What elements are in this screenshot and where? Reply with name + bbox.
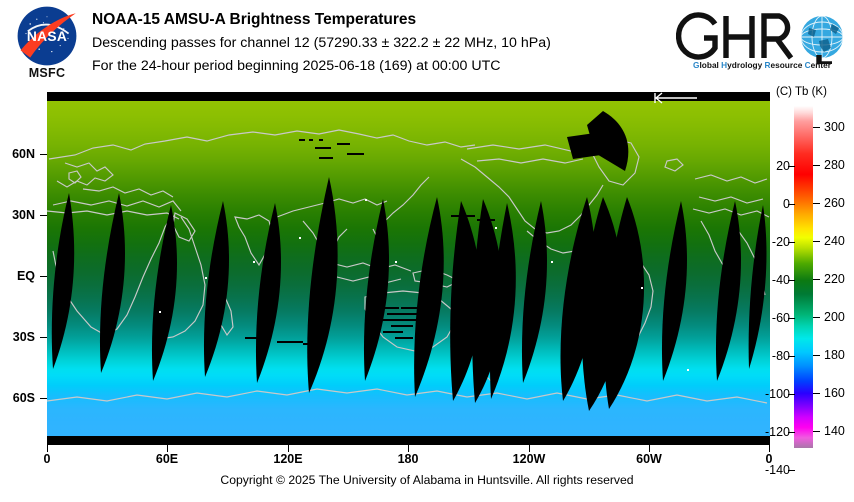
colorbar-tick: [788, 394, 795, 395]
colorbar-kelvin-label: 140: [824, 424, 845, 438]
colorbar-tick: [788, 204, 795, 205]
colorbar-tick: [788, 470, 795, 471]
x-tick: [769, 445, 770, 452]
colorbar-tick: [813, 241, 820, 242]
colorbar-tick: [788, 318, 795, 319]
y-tick-label: 30N: [12, 208, 35, 222]
nasa-center-label: MSFC: [28, 66, 66, 80]
colorbar-tick: [788, 166, 795, 167]
copyright-notice: Copyright © 2025 The University of Alaba…: [220, 473, 634, 487]
nasa-logo: NASA MSFC: [8, 6, 86, 90]
map-plot-area: [47, 92, 770, 445]
colorbar-tick: [788, 432, 795, 433]
x-tick: [649, 445, 650, 452]
colorbar-kelvin-label: 240: [824, 234, 845, 248]
colorbar-tick: [788, 280, 795, 281]
colorbar-tick: [813, 279, 820, 280]
y-tick: [40, 276, 47, 277]
y-tick-label: EQ: [16, 269, 35, 283]
x-tick-label: 120W: [512, 452, 546, 466]
x-tick: [288, 445, 289, 452]
y-tick: [40, 154, 47, 155]
subtitle-channel: Descending passes for channel 12 (57290.…: [92, 35, 551, 51]
x-tick: [167, 445, 168, 452]
colorbar-celsius-label: 0: [783, 197, 790, 211]
orbit-node-arrow-icon: [654, 92, 697, 104]
x-tick-label: 180: [397, 452, 419, 466]
colorbar-celsius-label: -20: [771, 235, 790, 249]
colorbar-tick: [788, 356, 795, 357]
x-tick: [529, 445, 530, 452]
colorbar-tick: [813, 165, 820, 166]
colorbar-tick: [813, 203, 820, 204]
colorbar-tick: [813, 393, 820, 394]
colorbar-celsius-label: -120: [764, 425, 790, 439]
nasa-meatball-icon: NASA: [17, 6, 77, 66]
colorbar-tick: [788, 242, 795, 243]
x-tick: [408, 445, 409, 452]
colorbar-tick: [813, 127, 820, 128]
x-tick-label: 60E: [155, 452, 179, 466]
y-tick: [40, 398, 47, 399]
x-tick: [47, 445, 48, 452]
colorbar-gradient: [794, 106, 813, 448]
colorbar-celsius-label: -60: [771, 311, 790, 325]
colorbar-celsius-label: -100: [764, 387, 790, 401]
y-tick: [40, 215, 47, 216]
y-tick: [40, 337, 47, 338]
ghrc-tagline: Global Hydrology Resource Center: [693, 60, 831, 70]
ghrc-wordmark-icon: [676, 12, 844, 64]
ghrc-logo: Global Hydrology Resource Center: [676, 8, 848, 82]
y-tick-label: 60N: [12, 147, 35, 161]
x-tick-label: 120E: [273, 452, 303, 466]
page-title: NOAA-15 AMSU-A Brightness Temperatures: [92, 11, 417, 28]
no-data-swath-overlay: [51, 111, 767, 411]
x-tick-label: 0: [765, 452, 773, 466]
colorbar-kelvin-label: 260: [824, 196, 845, 210]
colorbar-tick: [813, 355, 820, 356]
colorbar-header: (C) Tb (K): [776, 86, 827, 98]
subtitle-period: For the 24-hour period beginning 2025-06…: [92, 58, 501, 74]
colorbar-kelvin-label: 180: [824, 348, 845, 362]
colorbar-kelvin-label: 300: [824, 120, 845, 134]
colorbar-kelvin-label: 160: [824, 386, 845, 400]
colorbar-celsius-label: -80: [771, 349, 790, 363]
colorbar-celsius-label: 20: [776, 159, 790, 173]
svg-text:NASA: NASA: [27, 29, 67, 44]
x-tick-label: 60W: [636, 452, 662, 466]
colorbar-celsius-label: -140: [764, 463, 790, 477]
colorbar-kelvin-label: 280: [824, 158, 845, 172]
colorbar-tick: [813, 317, 820, 318]
colorbar-celsius-label: -40: [771, 273, 790, 287]
y-tick-label: 30S: [12, 330, 35, 344]
map-canvas: [47, 101, 770, 436]
x-tick-label: 0: [43, 452, 51, 466]
colorbar-kelvin-label: 220: [824, 272, 845, 286]
y-tick-label: 60S: [12, 391, 35, 405]
colorbar-kelvin-label: 200: [824, 310, 845, 324]
colorbar-tick: [813, 431, 820, 432]
